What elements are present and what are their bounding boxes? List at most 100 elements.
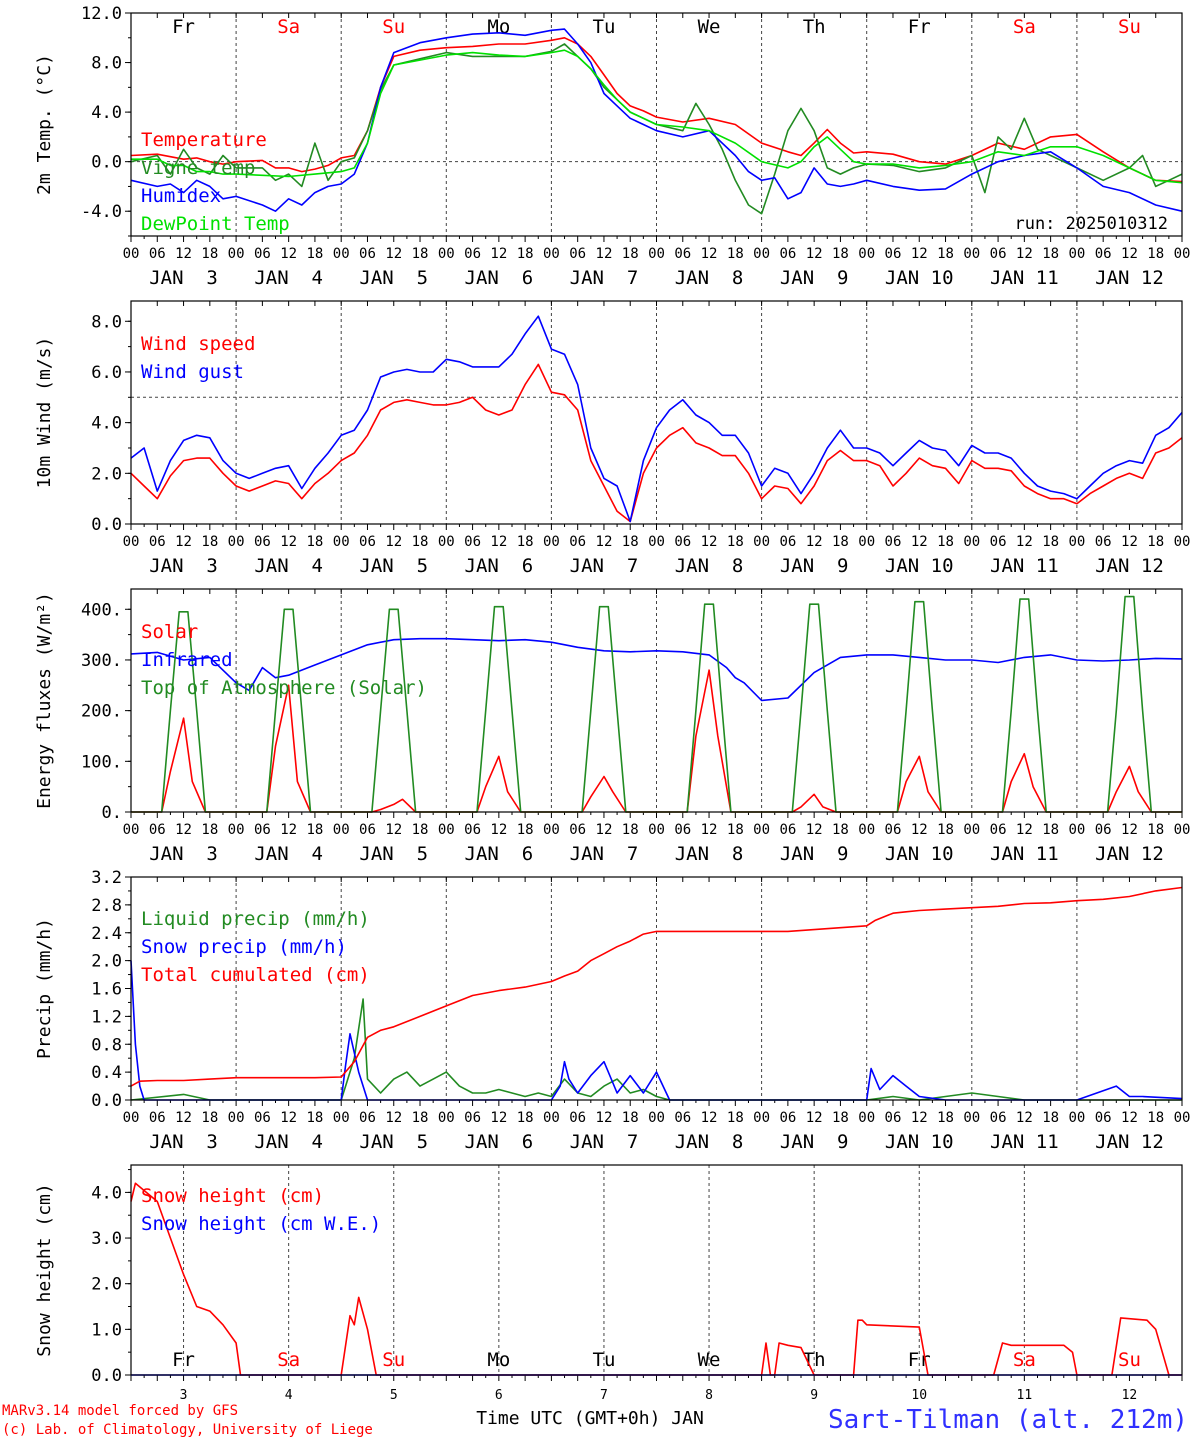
legend-entry: Vigne temp — [141, 157, 255, 179]
x-hour-label: 12 — [490, 534, 507, 550]
x-hour-label: 18 — [1042, 822, 1059, 838]
x-hour-label: 12 — [280, 822, 297, 838]
legend-entry: Snow height (cm W.E.) — [141, 1213, 381, 1235]
x-day-label: JAN 7 — [570, 555, 639, 577]
x-hour-label: 00 — [438, 822, 455, 838]
weekday-label: Sa — [277, 16, 300, 38]
x-hour-label: 18 — [727, 246, 744, 262]
x-hour-label: 18 — [306, 822, 323, 838]
x-hour-label: 00 — [123, 534, 140, 550]
y-tick-label: 2.0 — [91, 1275, 122, 1295]
weekday-label: Tu — [593, 16, 616, 38]
x-hour-label: 12 — [385, 246, 402, 262]
x-hour-label: 06 — [464, 822, 481, 838]
x-hour-label: 00 — [1068, 1110, 1085, 1126]
x-hour-label: 06 — [464, 534, 481, 550]
x-day-label: JAN 7 — [570, 843, 639, 865]
x-hour-label: 18 — [517, 534, 534, 550]
x-day-label: JAN 6 — [465, 555, 534, 577]
x-hour-label: 06 — [1095, 822, 1112, 838]
x-hour-label: 18 — [937, 822, 954, 838]
x-day-label: JAN 12 — [1095, 267, 1164, 289]
x-hour-label: 00 — [333, 822, 350, 838]
x-day-label: JAN 12 — [1095, 1131, 1164, 1153]
x-hour-label: 00 — [1174, 534, 1191, 550]
x-day-label: JAN 6 — [465, 267, 534, 289]
y-tick-label: 0. — [102, 803, 122, 823]
x-hour-label: 18 — [412, 822, 429, 838]
x-hour-label: 18 — [1042, 1110, 1059, 1126]
x-hour-label: 18 — [622, 1110, 639, 1126]
x-hour-label: 12 — [701, 246, 718, 262]
x-day-number: 5 — [390, 1388, 398, 1403]
legend-entry: Wind gust — [141, 361, 244, 383]
x-hour-label: 06 — [674, 534, 691, 550]
x-hour-label: 12 — [806, 822, 823, 838]
x-hour-label: 12 — [701, 1110, 718, 1126]
x-hour-label: 00 — [963, 534, 980, 550]
x-hour-label: 18 — [1147, 246, 1164, 262]
x-hour-label: 06 — [254, 246, 271, 262]
x-day-number: 9 — [810, 1388, 818, 1403]
station-label: Sart-Tilman (alt. 212m) — [828, 1405, 1188, 1435]
y-tick-label: -4.0 — [81, 202, 122, 222]
x-day-label: JAN 3 — [149, 843, 218, 865]
x-hour-label: 00 — [753, 822, 770, 838]
x-hour-label: 12 — [596, 822, 613, 838]
x-hour-label: 00 — [228, 1110, 245, 1126]
weekday-label: Sa — [1013, 1349, 1036, 1371]
x-hour-label: 12 — [1016, 246, 1033, 262]
x-hour-label: 00 — [858, 1110, 875, 1126]
x-hour-label: 12 — [596, 246, 613, 262]
x-hour-label: 06 — [1095, 534, 1112, 550]
x-day-label: JAN 11 — [990, 1131, 1059, 1153]
x-hour-label: 00 — [543, 246, 560, 262]
x-hour-label: 18 — [201, 822, 218, 838]
x-hour-label: 00 — [333, 534, 350, 550]
x-day-label: JAN 10 — [885, 1131, 954, 1153]
x-day-label: JAN 8 — [675, 267, 744, 289]
weekday-label: Th — [803, 16, 826, 38]
y-tick-label: 3.2 — [91, 868, 122, 888]
x-hour-label: 00 — [543, 534, 560, 550]
legend-entry: Snow precip (mm/h) — [141, 936, 347, 958]
x-day-label: JAN 11 — [990, 267, 1059, 289]
x-hour-label: 06 — [779, 246, 796, 262]
x-hour-label: 18 — [412, 534, 429, 550]
x-hour-label: 06 — [990, 534, 1007, 550]
weekday-label: Sa — [1013, 16, 1036, 38]
x-day-number: 6 — [495, 1388, 503, 1403]
x-hour-label: 18 — [937, 1110, 954, 1126]
x-hour-label: 18 — [306, 246, 323, 262]
x-hour-label: 06 — [254, 822, 271, 838]
y-tick-label: 1.6 — [91, 980, 122, 1000]
x-hour-label: 00 — [438, 534, 455, 550]
x-day-label: JAN 9 — [780, 267, 849, 289]
x-day-number: 12 — [1122, 1388, 1138, 1403]
x-hour-label: 06 — [464, 246, 481, 262]
x-hour-label: 00 — [858, 246, 875, 262]
series-line — [130, 28, 1183, 212]
series-line — [130, 637, 1183, 702]
x-hour-label: 12 — [911, 534, 928, 550]
x-hour-label: 18 — [1147, 1110, 1164, 1126]
x-hour-label: 00 — [753, 534, 770, 550]
x-hour-label: 18 — [306, 1110, 323, 1126]
x-hour-label: 00 — [648, 1110, 665, 1126]
x-hour-label: 06 — [359, 534, 376, 550]
x-day-label: JAN 12 — [1095, 843, 1164, 865]
x-hour-label: 06 — [149, 534, 166, 550]
weekday-label: Sa — [277, 1349, 300, 1371]
series-line — [131, 49, 1183, 184]
run-label: run: 2025010312 — [1014, 214, 1168, 234]
x-day-label: JAN 5 — [359, 555, 428, 577]
x-hour-label: 06 — [569, 534, 586, 550]
legend-entry: Solar — [141, 621, 198, 643]
x-hour-label: 18 — [727, 822, 744, 838]
x-hour-label: 18 — [1042, 534, 1059, 550]
x-hour-label: 06 — [149, 1110, 166, 1126]
x-day-number: 3 — [180, 1388, 188, 1403]
x-hour-label: 00 — [228, 534, 245, 550]
y-tick-label: 0.8 — [91, 1035, 122, 1055]
x-hour-label: 12 — [911, 246, 928, 262]
